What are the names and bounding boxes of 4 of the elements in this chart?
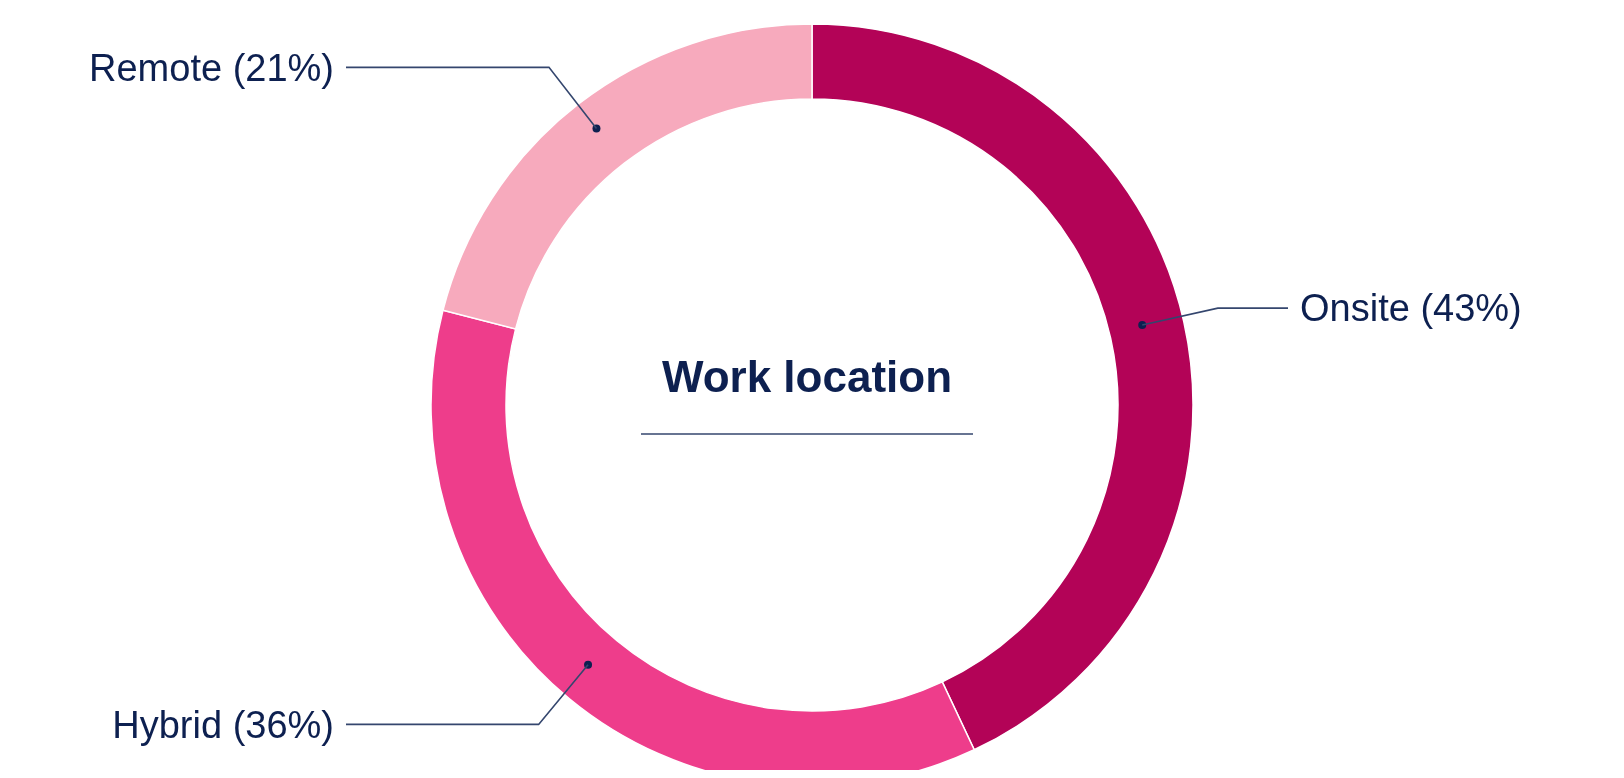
slice-label: Onsite (43%) bbox=[1300, 287, 1522, 330]
text: Work location bbox=[661, 352, 953, 401]
slice-label: Hybrid (36%) bbox=[112, 703, 334, 746]
slice-label: Remote (21%) bbox=[89, 46, 334, 89]
